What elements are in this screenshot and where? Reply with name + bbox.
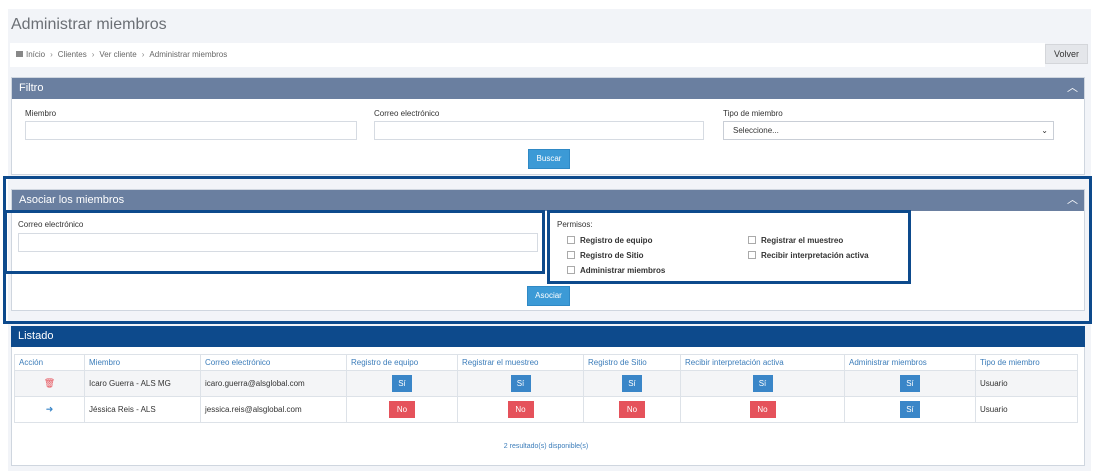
col-tipo-miembro[interactable]: Tipo de miembro	[975, 354, 1078, 371]
col-registrar-muestreo[interactable]: Registrar el muestreo	[457, 354, 584, 371]
yes-badge[interactable]: Sí	[752, 375, 773, 392]
table-row: ➜ Jéssica Reis - ALS jessica.reis@alsglo…	[14, 396, 1078, 423]
no-badge[interactable]: No	[507, 401, 534, 418]
page-title: Administrar miembros	[11, 16, 167, 33]
perm-recibir-interpretacion[interactable]: Recibir interpretación activa	[748, 251, 869, 260]
associate-button[interactable]: Asociar	[527, 286, 570, 306]
member-type-label: Tipo de miembro	[723, 109, 783, 118]
chevron-down-icon: ⌄	[1041, 126, 1048, 135]
list-header: Listado	[11, 326, 1085, 347]
col-correo[interactable]: Correo electrónico	[200, 354, 347, 371]
results-count: 2 resultado(s) disponible(s)	[503, 443, 589, 450]
checkbox[interactable]	[567, 266, 575, 274]
action-cell: 🗑	[14, 370, 85, 397]
perm-cell: Sí	[680, 370, 845, 397]
search-button[interactable]: Buscar	[528, 149, 570, 169]
no-badge[interactable]: No	[389, 401, 415, 418]
highlight-permissions	[547, 210, 911, 284]
perm-cell: Sí	[844, 370, 976, 397]
yes-badge[interactable]: Sí	[622, 375, 642, 392]
members-table: Acción Miembro Correo electrónico Regist…	[14, 354, 1078, 423]
perm-cell: Sí	[346, 370, 458, 397]
perm-registro-sitio[interactable]: Registro de Sitio	[567, 251, 644, 260]
checkbox[interactable]	[748, 236, 756, 244]
perm-cell: Sí	[583, 370, 681, 397]
associate-email-label: Correo electrónico	[18, 220, 84, 229]
perm-cell: No	[457, 396, 584, 423]
member-label: Miembro	[25, 109, 57, 118]
sign-in-icon[interactable]: ➜	[45, 404, 54, 414]
yes-badge[interactable]: Sí	[900, 375, 920, 392]
chevron-up-icon[interactable]: ︿	[1067, 194, 1078, 206]
type-cell: Usuario	[975, 396, 1078, 423]
associate-email-input[interactable]	[18, 233, 538, 252]
col-administrar-miembros[interactable]: Administrar miembros	[844, 354, 976, 371]
home-icon	[16, 51, 23, 57]
perm-cell: No	[346, 396, 458, 423]
table-header-row: Acción Miembro Correo electrónico Regist…	[14, 354, 1078, 371]
member-type-value: Seleccione...	[733, 126, 779, 135]
perm-registro-equipo[interactable]: Registro de equipo	[567, 236, 652, 245]
col-recibir-interpretacion[interactable]: Recibir interpretación activa	[680, 354, 845, 371]
col-accion[interactable]: Acción	[14, 354, 85, 371]
col-registro-equipo[interactable]: Registro de equipo	[346, 354, 458, 371]
table-row: 🗑 Icaro Guerra - ALS MG icaro.guerra@als…	[14, 370, 1078, 397]
associate-title: Asociar los miembros	[19, 194, 125, 206]
email-label: Correo electrónico	[374, 109, 440, 118]
breadcrumb-item[interactable]: Início	[26, 50, 46, 59]
highlight-email	[4, 210, 545, 274]
col-registro-sitio[interactable]: Registro de Sitio	[583, 354, 681, 371]
member-type-select[interactable]: Seleccione... ⌄	[723, 121, 1054, 140]
filter-panel-header[interactable]: Filtro ︿	[12, 78, 1084, 99]
filter-panel: Filtro ︿ Miembro Correo electrónico Tipo …	[11, 77, 1085, 175]
trash-icon[interactable]: 🗑	[43, 378, 56, 388]
member-cell: Icaro Guerra - ALS MG	[84, 370, 201, 397]
breadcrumb-item[interactable]: Ver cliente	[99, 50, 137, 59]
no-badge[interactable]: No	[619, 401, 645, 418]
email-cell: jessica.reis@alsglobal.com	[200, 396, 347, 423]
email-cell: icaro.guerra@alsglobal.com	[200, 370, 347, 397]
col-miembro[interactable]: Miembro	[84, 354, 201, 371]
chevron-up-icon[interactable]: ︿	[1067, 82, 1078, 94]
member-cell: Jéssica Reis - ALS	[84, 396, 201, 423]
breadcrumb-item: Administrar miembros	[149, 50, 228, 59]
back-button[interactable]: Volver	[1045, 44, 1088, 64]
perm-administrar-miembros[interactable]: Administrar miembros	[567, 266, 665, 275]
breadcrumb-item[interactable]: Clientes	[57, 50, 87, 59]
associate-panel-header[interactable]: Asociar los miembros ︿	[12, 190, 1084, 211]
perm-cell: No	[583, 396, 681, 423]
breadcrumb: Início › Clientes › Ver cliente › Administrar …	[10, 43, 1045, 67]
action-cell: ➜	[14, 396, 85, 423]
yes-badge[interactable]: Sí	[392, 375, 412, 392]
type-cell: Usuario	[975, 370, 1078, 397]
perm-cell: Sí	[844, 396, 976, 423]
filter-title: Filtro	[19, 82, 44, 94]
no-badge[interactable]: No	[749, 401, 776, 418]
email-input[interactable]	[374, 121, 704, 140]
perm-registrar-muestreo[interactable]: Registrar el muestreo	[748, 236, 843, 245]
checkbox[interactable]	[567, 251, 575, 259]
checkbox[interactable]	[748, 251, 756, 259]
perm-cell: Sí	[457, 370, 584, 397]
yes-badge[interactable]: Sí	[510, 375, 531, 392]
perm-cell: No	[680, 396, 845, 423]
permissions-label: Permisos:	[557, 220, 593, 229]
content-area: Administrar miembros Início › Clientes › Ver…	[3, 9, 1092, 471]
member-input[interactable]	[25, 121, 357, 140]
checkbox[interactable]	[567, 236, 575, 244]
yes-badge[interactable]: Sí	[900, 401, 920, 418]
